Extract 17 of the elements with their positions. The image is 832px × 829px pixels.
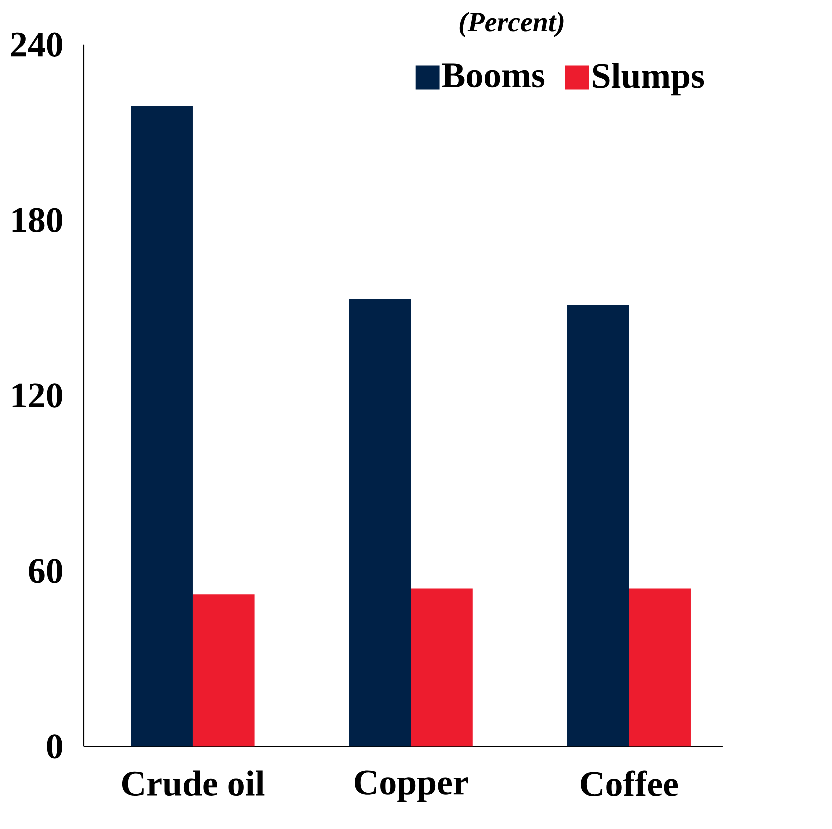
bar xyxy=(629,588,691,746)
bar xyxy=(411,588,473,746)
y-tick-label: 0 xyxy=(47,734,62,759)
legend-label: Slumps xyxy=(593,62,704,96)
bar xyxy=(131,106,193,746)
bar xyxy=(567,304,630,746)
bar xyxy=(192,594,255,746)
x-tick-label: Crude oil xyxy=(122,770,265,796)
x-tick-label: Copper xyxy=(355,770,468,802)
y-tick-label: 240 xyxy=(11,32,62,57)
y-tick-label: 60 xyxy=(29,558,62,584)
legend-label: Booms xyxy=(442,64,545,88)
x-tick-label: Coffee xyxy=(581,770,678,796)
y-tick-label: 180 xyxy=(12,208,62,232)
y-tick-label: 120 xyxy=(12,383,62,408)
chart-subtitle: (Percent) xyxy=(460,12,564,38)
bar xyxy=(349,299,412,746)
